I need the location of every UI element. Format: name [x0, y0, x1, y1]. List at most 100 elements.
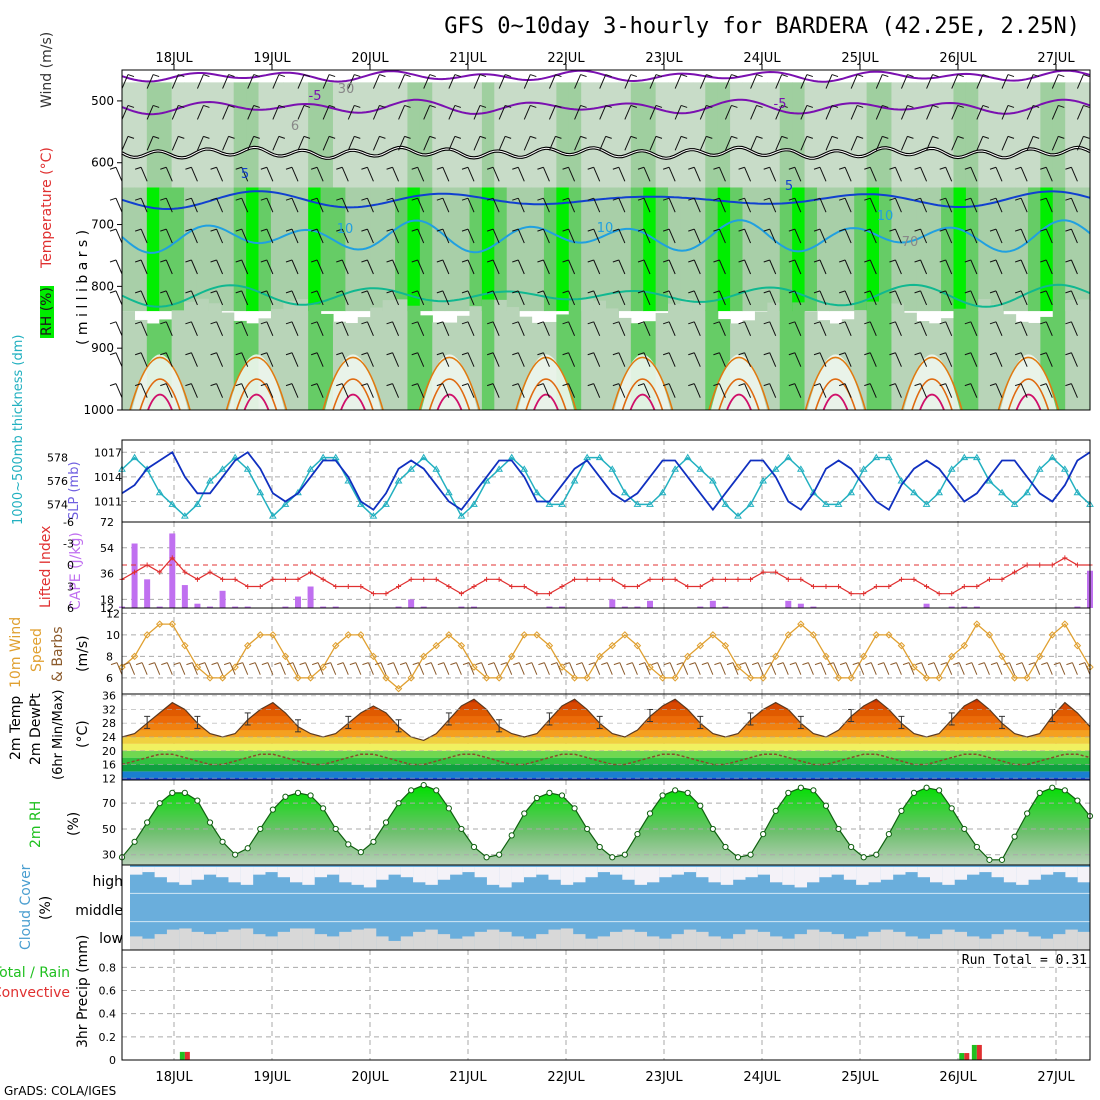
wind10-barb-flag — [274, 662, 281, 666]
wind-barb-flag — [939, 228, 946, 232]
rh-band-mid — [444, 187, 458, 312]
wind10-barb-flag — [324, 662, 331, 666]
wind-barb-staff — [970, 290, 978, 306]
rh-band-mid — [928, 187, 942, 312]
wind10-barb — [1059, 662, 1066, 675]
wind-barb-flag — [864, 228, 871, 232]
li-point — [773, 569, 779, 575]
wind-barb-staff — [1076, 74, 1084, 89]
wind-barb-flag — [185, 166, 192, 170]
wind-barb-flag — [386, 259, 393, 263]
wind-barb-staff — [347, 136, 355, 151]
wind-barb-flag — [914, 166, 921, 170]
wind-barb-staff — [121, 74, 129, 89]
wind-barb-flag — [228, 74, 235, 78]
rh-band-mid — [320, 187, 334, 312]
wind-barb-staff — [593, 321, 601, 337]
date-label-bottom: 22JUL — [547, 1070, 585, 1085]
wind-barb-staff — [442, 228, 450, 244]
li-point — [182, 569, 188, 575]
wind-barb-flag — [278, 74, 286, 78]
wind10-barb-flag — [852, 662, 859, 666]
wind-barb-flag — [486, 290, 494, 294]
cloud-high-clear — [474, 867, 488, 878]
wind-barb-flag — [537, 321, 544, 325]
precip-label-b: Convective — [0, 985, 70, 1001]
wind-barb-staff — [291, 228, 299, 244]
wind10-point — [721, 641, 730, 650]
wind-barb-staff — [894, 290, 902, 306]
wind-barb-staff — [825, 105, 833, 120]
wind-barb-flag — [486, 166, 494, 170]
wind-barb-staff — [718, 197, 726, 213]
wind-barb-flag — [530, 135, 537, 139]
wind-barb-staff — [699, 105, 707, 120]
wind-barb-staff — [945, 352, 953, 367]
rh-columns — [122, 82, 1091, 410]
wind-barb-staff — [241, 321, 249, 337]
rh-band-mid — [941, 187, 955, 312]
rh-band-mid — [1040, 187, 1054, 312]
wind10-barb-flag — [663, 662, 671, 666]
wind-barb-staff — [568, 259, 576, 275]
slp-tick-label: 1017 — [94, 446, 122, 459]
wind-barb-flag — [763, 166, 770, 170]
li-point — [1074, 562, 1080, 568]
thickness-point — [382, 500, 390, 507]
wind-barb-staff — [517, 383, 525, 398]
wind-barb-staff — [618, 167, 626, 182]
wind-barb-flag — [555, 74, 562, 78]
cloud-low-clear — [253, 934, 266, 950]
cloud-level-high: high — [92, 874, 123, 890]
cape-bar — [722, 606, 729, 608]
thickness-point — [922, 500, 931, 507]
wind-barb-flag — [731, 135, 738, 139]
thickness-point — [884, 453, 893, 461]
wind10-barb — [946, 662, 953, 675]
wind-barb-flag — [1014, 197, 1022, 201]
cloud-high-clear — [622, 867, 635, 880]
wind-barb-flag — [914, 228, 921, 232]
rh-band-low — [407, 305, 421, 410]
rh-band-upper — [916, 82, 930, 188]
wind-barb-staff — [392, 167, 400, 182]
rh-band-upper — [543, 82, 557, 188]
wind10-point — [734, 663, 742, 671]
wind-barb-flag — [278, 104, 286, 108]
thickness-point — [608, 465, 617, 472]
wind-barb-staff — [241, 259, 249, 275]
cloud-low-clear — [806, 929, 820, 950]
wind-barb-flag — [386, 352, 393, 356]
wind10-point — [746, 674, 755, 682]
cape-bar — [307, 586, 314, 608]
rh-band-upper — [866, 82, 880, 188]
precip-total-bar — [179, 1051, 185, 1060]
wind-barb-staff — [222, 105, 230, 120]
wind10-barb-flag — [337, 662, 344, 666]
wind-barb-staff — [1001, 74, 1009, 89]
wind10-tick-label: 6 — [106, 672, 113, 685]
wind-barb-flag — [889, 290, 896, 294]
cloud-high-clear — [585, 867, 598, 878]
wind-barb-staff — [693, 259, 701, 275]
isotherm-20c — [322, 356, 384, 411]
rh-band-mid — [270, 187, 284, 312]
rh-band-upper — [618, 82, 632, 188]
wind-barb-flag — [461, 197, 469, 201]
thickness-point — [734, 512, 742, 519]
wind-barb-staff — [1045, 383, 1053, 398]
li-point — [370, 591, 376, 597]
wind10-barb-flag — [1003, 662, 1010, 666]
wind10-label-c: & Barbs — [50, 627, 66, 683]
wind-barb-flag — [713, 259, 720, 263]
wind-barb-staff — [568, 197, 576, 213]
wind10-barb-flag — [123, 662, 130, 666]
wind-barb-staff — [498, 74, 506, 89]
wind-barb-staff — [643, 167, 651, 182]
rh-band-low — [122, 311, 136, 410]
wind-barb-flag — [436, 166, 444, 170]
wind-barb-staff — [542, 259, 550, 275]
wind-barb-staff — [442, 321, 450, 337]
wind-barb-staff — [366, 167, 374, 182]
wind-barb-staff — [869, 321, 877, 337]
